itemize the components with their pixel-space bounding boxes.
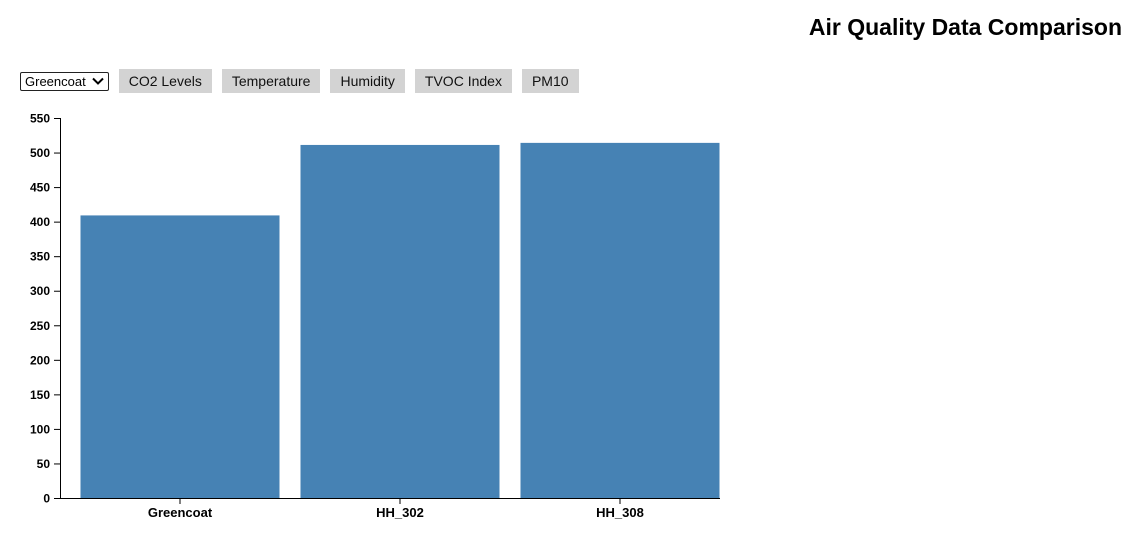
site-select[interactable]: Greencoat bbox=[20, 71, 109, 91]
y-tick-label: 0 bbox=[43, 492, 50, 506]
y-tick-label: 500 bbox=[30, 146, 50, 160]
y-tick-label: 100 bbox=[30, 422, 50, 436]
y-tick-label: 50 bbox=[37, 457, 51, 471]
x-tick-label: HH_302 bbox=[376, 505, 424, 520]
y-tick-label: 250 bbox=[30, 319, 50, 333]
controls-bar: Greencoat CO2 Levels Temperature Humidity T… bbox=[20, 69, 579, 93]
co2-levels-button[interactable]: CO2 Levels bbox=[118, 69, 212, 93]
pm10-button[interactable]: PM10 bbox=[521, 69, 579, 93]
humidity-button[interactable]: Humidity bbox=[330, 69, 405, 93]
tvoc-index-button[interactable]: TVOC Index bbox=[414, 69, 512, 93]
page-title: Air Quality Data Comparison bbox=[808, 14, 1122, 40]
y-tick-label: 400 bbox=[30, 215, 50, 229]
bar-hh-302 bbox=[300, 144, 500, 499]
bar-hh-308 bbox=[520, 142, 720, 498]
x-tick-label: HH_308 bbox=[596, 505, 644, 520]
y-tick-label: 550 bbox=[30, 112, 50, 126]
y-tick-label: 300 bbox=[30, 284, 50, 298]
y-tick-label: 350 bbox=[30, 250, 50, 264]
temperature-button[interactable]: Temperature bbox=[221, 69, 321, 93]
y-tick-label: 450 bbox=[30, 181, 50, 195]
site-select-value: Greencoat bbox=[25, 73, 86, 89]
metric-button-group: CO2 Levels Temperature Humidity TVOC Index P… bbox=[118, 69, 579, 93]
y-tick-label: 200 bbox=[30, 353, 50, 367]
bar-greencoat bbox=[80, 215, 280, 498]
y-tick-label: 150 bbox=[30, 388, 50, 402]
chevron-down-icon bbox=[91, 77, 104, 85]
x-tick-label: Greencoat bbox=[148, 505, 213, 520]
